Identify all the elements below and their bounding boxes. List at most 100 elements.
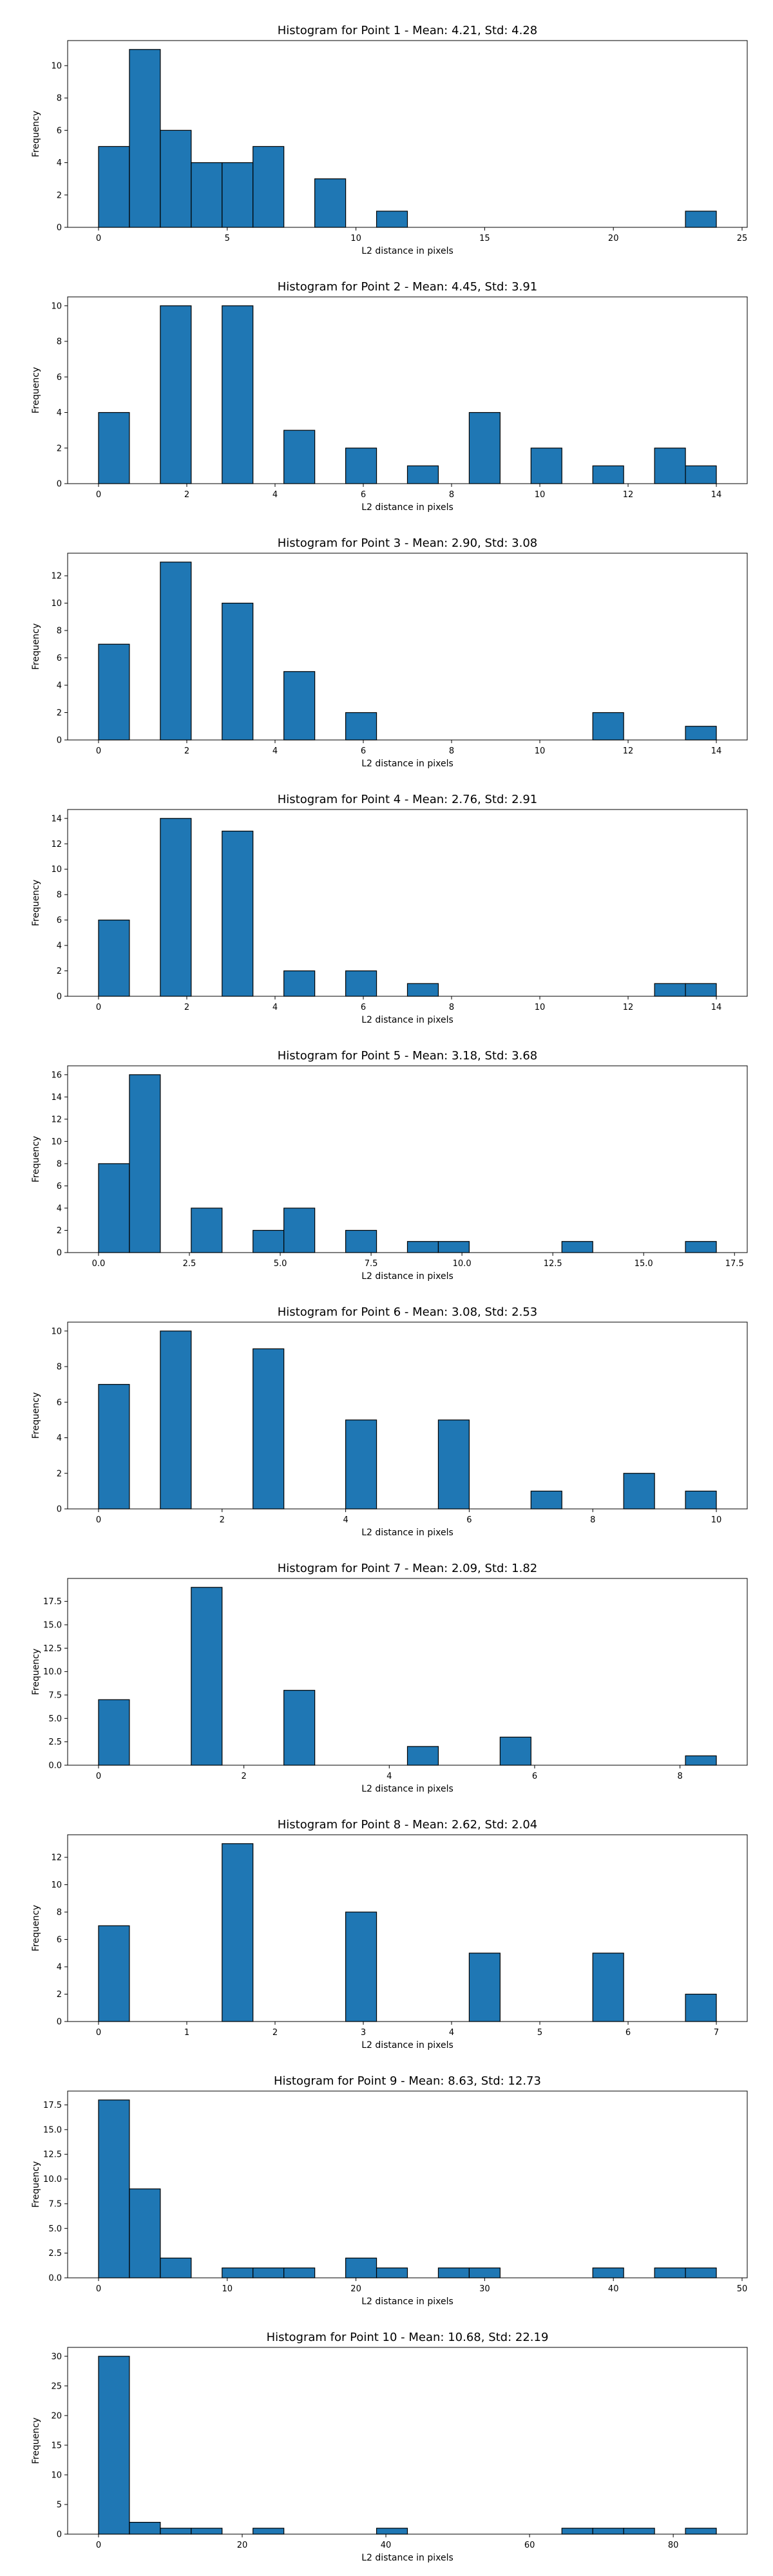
x-tick-label: 2.5 — [183, 1259, 196, 1269]
histogram-bar — [222, 602, 254, 741]
histogram-bar — [499, 1736, 531, 1766]
histogram-bar — [253, 2268, 285, 2278]
histogram-bar — [406, 465, 439, 484]
x-tick-label: 5 — [537, 2028, 542, 2038]
histogram-bar — [253, 1229, 285, 1253]
x-tick-label: 12 — [623, 490, 634, 500]
x-axis-label: L2 distance in pixels — [361, 502, 453, 513]
histogram-bar — [530, 448, 562, 484]
histogram-bar — [98, 920, 130, 997]
x-tick-label: 1 — [184, 2028, 189, 2038]
y-tick-label: 2 — [57, 191, 62, 200]
y-tick-label: 0 — [57, 1505, 62, 1515]
y-tick-label: 15.0 — [43, 1620, 62, 1630]
y-tick-label: 12 — [51, 572, 62, 582]
histogram-bar — [191, 1208, 223, 1253]
histogram-bar — [160, 1331, 192, 1510]
histogram-bar — [191, 1587, 223, 1766]
y-tick-label: 5.0 — [48, 2224, 62, 2234]
x-tick-label: 7.5 — [365, 1259, 378, 1269]
histogram-bar — [283, 2268, 316, 2278]
chart-title: Histogram for Point 1 - Mean: 4.21, Std:… — [278, 24, 538, 37]
y-tick-label: 4 — [57, 1434, 62, 1443]
axes-frame — [67, 1065, 748, 1253]
y-tick-label: 2 — [57, 967, 62, 976]
y-tick-label: 2 — [57, 1469, 62, 1479]
y-tick-label: 15.0 — [43, 2125, 62, 2135]
x-tick-label: 50 — [737, 2284, 748, 2294]
x-tick-label: 5.0 — [274, 1259, 287, 1269]
axes-frame — [67, 1321, 748, 1510]
axes-frame — [67, 1578, 748, 1766]
histogram-bar — [376, 2268, 408, 2278]
x-tick-label: 4 — [386, 1772, 392, 1781]
x-tick-label: 3 — [361, 2028, 366, 2038]
x-tick-label: 0.0 — [92, 1259, 106, 1269]
y-tick-label: 2 — [57, 1990, 62, 2000]
y-tick-label: 8 — [57, 1159, 62, 1169]
y-tick-label: 0.0 — [48, 2274, 62, 2284]
histogram-bar — [623, 2528, 655, 2535]
histogram-panel-10: Histogram for Point 10 - Mean: 10.68, St… — [31, 2331, 748, 2563]
x-tick-label: 2 — [184, 746, 189, 756]
y-tick-label: 6 — [57, 373, 62, 383]
histogram-bar — [437, 1241, 470, 1253]
histogram-bar — [437, 1419, 470, 1510]
y-tick-label: 14 — [51, 814, 62, 824]
chart-title: Histogram for Point 3 - Mean: 2.90, Std:… — [278, 536, 538, 550]
x-tick-label: 2 — [241, 1772, 246, 1781]
histogram-bar — [654, 983, 686, 997]
y-axis-label: Frequency — [31, 367, 41, 413]
axes-frame — [67, 296, 748, 484]
x-tick-label: 5 — [225, 234, 230, 243]
y-tick-label: 8 — [57, 1363, 62, 1372]
x-tick-label: 12 — [623, 746, 634, 756]
y-tick-label: 6 — [57, 1398, 62, 1408]
histogram-panel-4: Histogram for Point 4 - Mean: 2.76, Std:… — [31, 793, 748, 1025]
histogram-bar — [685, 983, 717, 997]
x-tick-label: 4 — [272, 746, 278, 756]
histogram-bar — [376, 211, 408, 228]
histogram-panel-2: Histogram for Point 2 - Mean: 4.45, Std:… — [31, 280, 748, 513]
y-tick-label: 8 — [57, 1908, 62, 1918]
y-tick-label: 10 — [51, 1327, 62, 1336]
histogram-bar — [191, 2528, 223, 2535]
axes-frame — [67, 553, 748, 741]
chart-title: Histogram for Point 8 - Mean: 2.62, Std:… — [278, 1818, 538, 1832]
y-tick-label: 0 — [57, 480, 62, 489]
y-tick-label: 0.0 — [48, 1761, 62, 1771]
histogram-bar — [98, 1163, 130, 1253]
y-tick-label: 8 — [57, 627, 62, 636]
y-tick-label: 2 — [57, 708, 62, 718]
y-tick-label: 10 — [51, 61, 62, 71]
histogram-bar — [561, 2528, 593, 2535]
histogram-bar — [406, 1241, 439, 1253]
x-tick-label: 10.0 — [453, 1259, 472, 1269]
y-tick-label: 0 — [57, 992, 62, 1002]
histogram-bar — [592, 465, 624, 484]
histogram-bar — [345, 1229, 377, 1253]
y-tick-label: 15 — [51, 2441, 62, 2450]
x-tick-label: 0 — [96, 2284, 101, 2294]
y-axis-label: Frequency — [31, 1905, 41, 1951]
y-tick-label: 4 — [57, 1204, 62, 1213]
x-tick-label: 4 — [272, 1003, 278, 1012]
y-tick-label: 4 — [57, 1963, 62, 1973]
x-axis-label: L2 distance in pixels — [361, 1271, 453, 1282]
histogram-panel-1: Histogram for Point 1 - Mean: 4.21, Std:… — [31, 24, 748, 256]
histogram-bar — [222, 305, 254, 484]
y-tick-label: 17.5 — [43, 1597, 62, 1607]
x-tick-label: 14 — [711, 490, 722, 500]
y-tick-label: 10 — [51, 301, 62, 311]
axes-frame — [67, 1834, 748, 2022]
histogram-bar — [98, 146, 130, 228]
x-axis-label: L2 distance in pixels — [361, 2297, 453, 2307]
histogram-panel-9: Histogram for Point 9 - Mean: 8.63, Std:… — [31, 2074, 748, 2307]
histogram-bar — [98, 643, 130, 741]
y-tick-label: 5.0 — [48, 1714, 62, 1724]
y-tick-label: 2 — [57, 444, 62, 453]
y-tick-label: 0 — [57, 223, 62, 233]
x-tick-label: 30 — [479, 2284, 490, 2294]
x-axis-label: L2 distance in pixels — [361, 1784, 453, 1794]
y-tick-label: 16 — [51, 1070, 62, 1080]
